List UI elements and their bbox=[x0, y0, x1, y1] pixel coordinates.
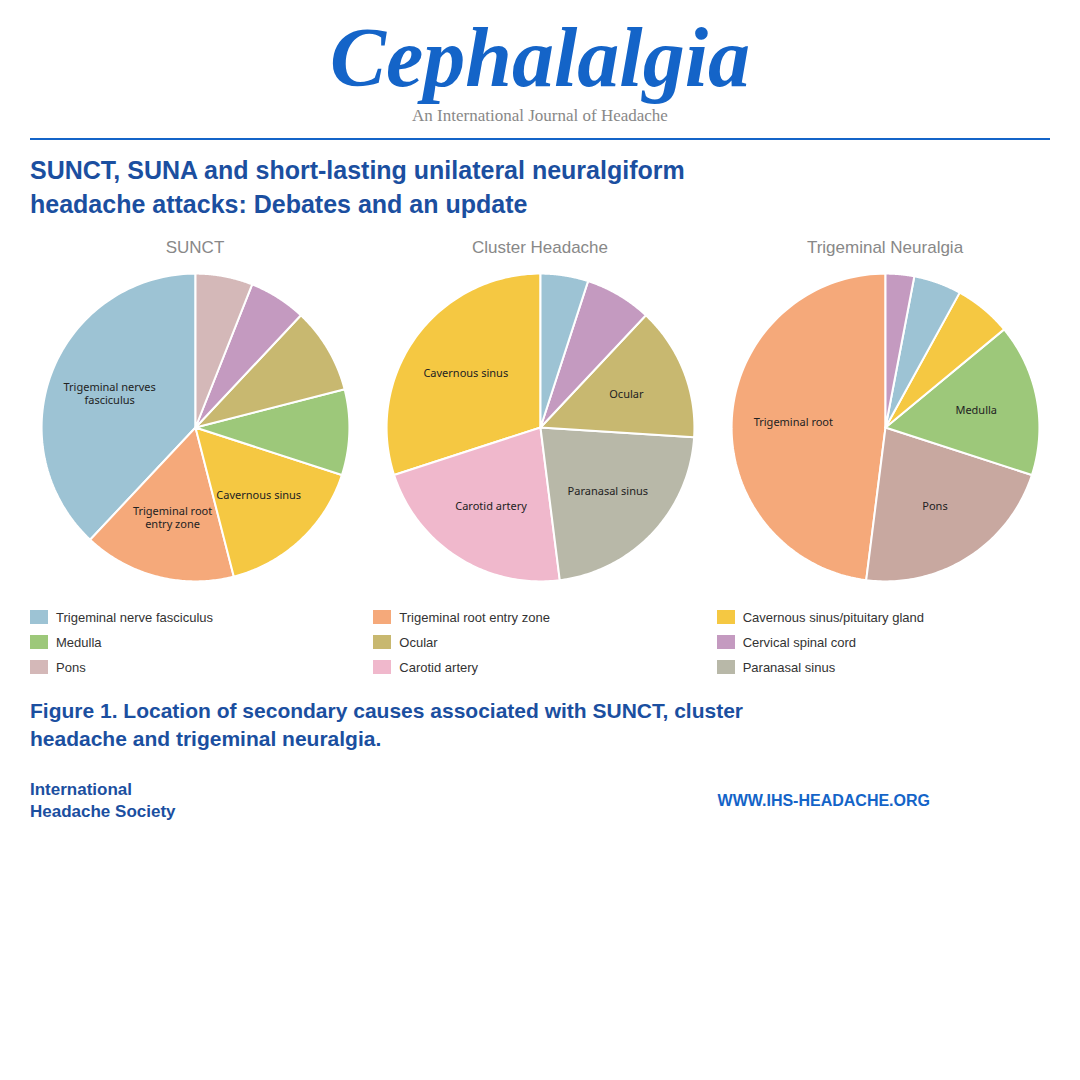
html-text:Trigeminal Neuralgia: Trigeminal Neuralgia bbox=[806, 237, 964, 257]
svg-text:Carotid artery: Carotid artery bbox=[455, 497, 527, 512]
html-text:headache and trigeminal neural: headache and trigeminal neuralgia. bbox=[30, 727, 382, 750]
html-text:Cervical spinal cord: Cervical spinal cord bbox=[742, 634, 857, 650]
svg-text:Trigeminal nervesfasciculus: Trigeminal nervesfasciculus bbox=[63, 379, 155, 407]
html-text:Carotid artery: Carotid artery bbox=[399, 659, 479, 675]
html-text:Pons: Pons bbox=[56, 659, 86, 675]
html-text:Cephalalgia: Cephalalgia bbox=[330, 11, 750, 104]
html-text:An International Journal of He: An International Journal of Headache bbox=[412, 106, 668, 126]
html-text:Ocular: Ocular bbox=[399, 634, 438, 650]
html-text:headache attacks: Debates and: headache attacks: Debates and an update bbox=[30, 189, 528, 218]
html-text:Medulla: Medulla bbox=[56, 634, 102, 650]
html-text:Figure 1. Location of secondar: Figure 1. Location of secondary causes a… bbox=[30, 698, 743, 722]
svg-text:Pons: Pons bbox=[922, 497, 947, 512]
svg-text:Paranasal sinus: Paranasal sinus bbox=[568, 483, 648, 498]
html-text:Trigeminal root entry zone: Trigeminal root entry zone bbox=[399, 609, 550, 625]
svg-text:Cavernous sinus: Cavernous sinus bbox=[423, 365, 508, 380]
svg-text:Ocular: Ocular bbox=[609, 385, 644, 400]
html-text:Headache Society: Headache Society bbox=[30, 802, 176, 822]
html-text:International: International bbox=[30, 780, 132, 800]
svg-text:Cavernous sinus: Cavernous sinus bbox=[216, 487, 301, 502]
html-text:SUNCT, SUNA and short-lasting: SUNCT, SUNA and short-lasting unilateral… bbox=[30, 156, 685, 185]
html-text:Cluster Headache: Cluster Headache bbox=[472, 237, 608, 257]
svg-text:Trigeminal root: Trigeminal root bbox=[754, 414, 833, 429]
html-text:Trigeminal nerve fasciculus: Trigeminal nerve fasciculus bbox=[56, 609, 213, 625]
svg-text:Medulla: Medulla bbox=[955, 402, 997, 417]
html-text:Cavernous sinus/pituitary glan: Cavernous sinus/pituitary gland bbox=[742, 609, 924, 625]
html-text:Paranasal sinus: Paranasal sinus bbox=[742, 659, 836, 675]
svg-text:Trigeminal rootentry zone: Trigeminal rootentry zone bbox=[133, 502, 212, 530]
html-text:SUNCT: SUNCT bbox=[165, 237, 225, 257]
html-text:WWW.IHS-HEADACHE.ORG: WWW.IHS-HEADACHE.ORG bbox=[717, 792, 930, 810]
